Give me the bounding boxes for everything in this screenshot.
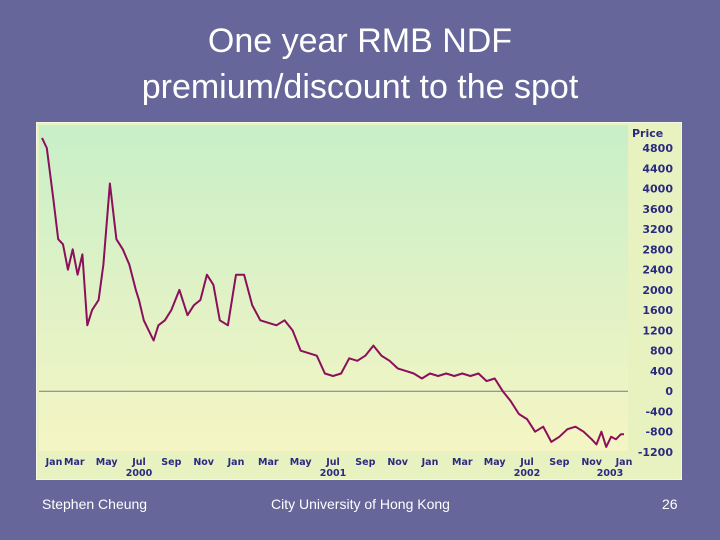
x-tick-label: Jan (421, 457, 439, 468)
y-tick-label: 2000 (642, 284, 673, 297)
y-tick-label: -800 (645, 426, 673, 439)
x-tick-label: Jan (615, 457, 633, 468)
x-year-label: 2002 (514, 468, 540, 479)
y-tick-label: 3200 (642, 223, 673, 236)
ndf-series-line (41, 137, 624, 448)
y-axis-title: Price (632, 127, 663, 140)
y-tick-label: 4400 (642, 162, 673, 175)
footer-author: Stephen Cheung (42, 496, 148, 512)
x-tick-label: Nov (193, 457, 214, 468)
x-tick-label: Jul (131, 457, 146, 468)
y-tick-label: -1200 (638, 446, 674, 459)
x-tick-label: Nov (581, 457, 602, 468)
y-tick-label: 2800 (642, 243, 673, 256)
x-tick-label: Sep (355, 457, 375, 468)
ndf-line-chart: Price48004400400036003200280024002000160… (36, 122, 682, 480)
slide-title-line-2: premium/discount to the spot (141, 68, 579, 106)
x-tick-label: Jan (227, 457, 245, 468)
plot-area (39, 125, 628, 451)
y-tick-label: 1200 (642, 324, 673, 337)
x-tick-label: Sep (549, 457, 569, 468)
y-tick-label: -400 (645, 405, 673, 418)
footer-page-number: 26 (662, 496, 678, 512)
x-year-label: 2001 (320, 468, 346, 479)
y-tick-label: 3600 (642, 203, 673, 216)
slide-title-line-1: One year RMB NDF (207, 22, 513, 60)
y-tick-label: 800 (650, 345, 673, 358)
x-tick-label: May (96, 457, 119, 468)
x-tick-label: Mar (452, 457, 473, 468)
x-tick-label: Nov (387, 457, 408, 468)
y-tick-label: 4800 (642, 142, 673, 155)
x-tick-label: Mar (258, 457, 279, 468)
y-tick-label: 2400 (642, 264, 673, 277)
y-tick-label: 1600 (642, 304, 673, 317)
x-tick-label: May (290, 457, 313, 468)
x-tick-label: Mar (64, 457, 85, 468)
slide-title: One year RMB NDF premium/discount to the… (0, 18, 720, 110)
x-year-label: 2003 (597, 468, 623, 479)
x-tick-label: Jul (519, 457, 534, 468)
y-tick-label: 4000 (642, 183, 673, 196)
x-tick-label: Jul (325, 457, 340, 468)
x-tick-label: May (484, 457, 507, 468)
x-tick-label: Jan (45, 457, 63, 468)
x-tick-label: Sep (161, 457, 181, 468)
y-tick-label: 400 (650, 365, 673, 378)
y-tick-label: 0 (665, 385, 673, 398)
x-year-label: 2000 (126, 468, 153, 479)
footer-institution: City University of Hong Kong (271, 496, 450, 512)
